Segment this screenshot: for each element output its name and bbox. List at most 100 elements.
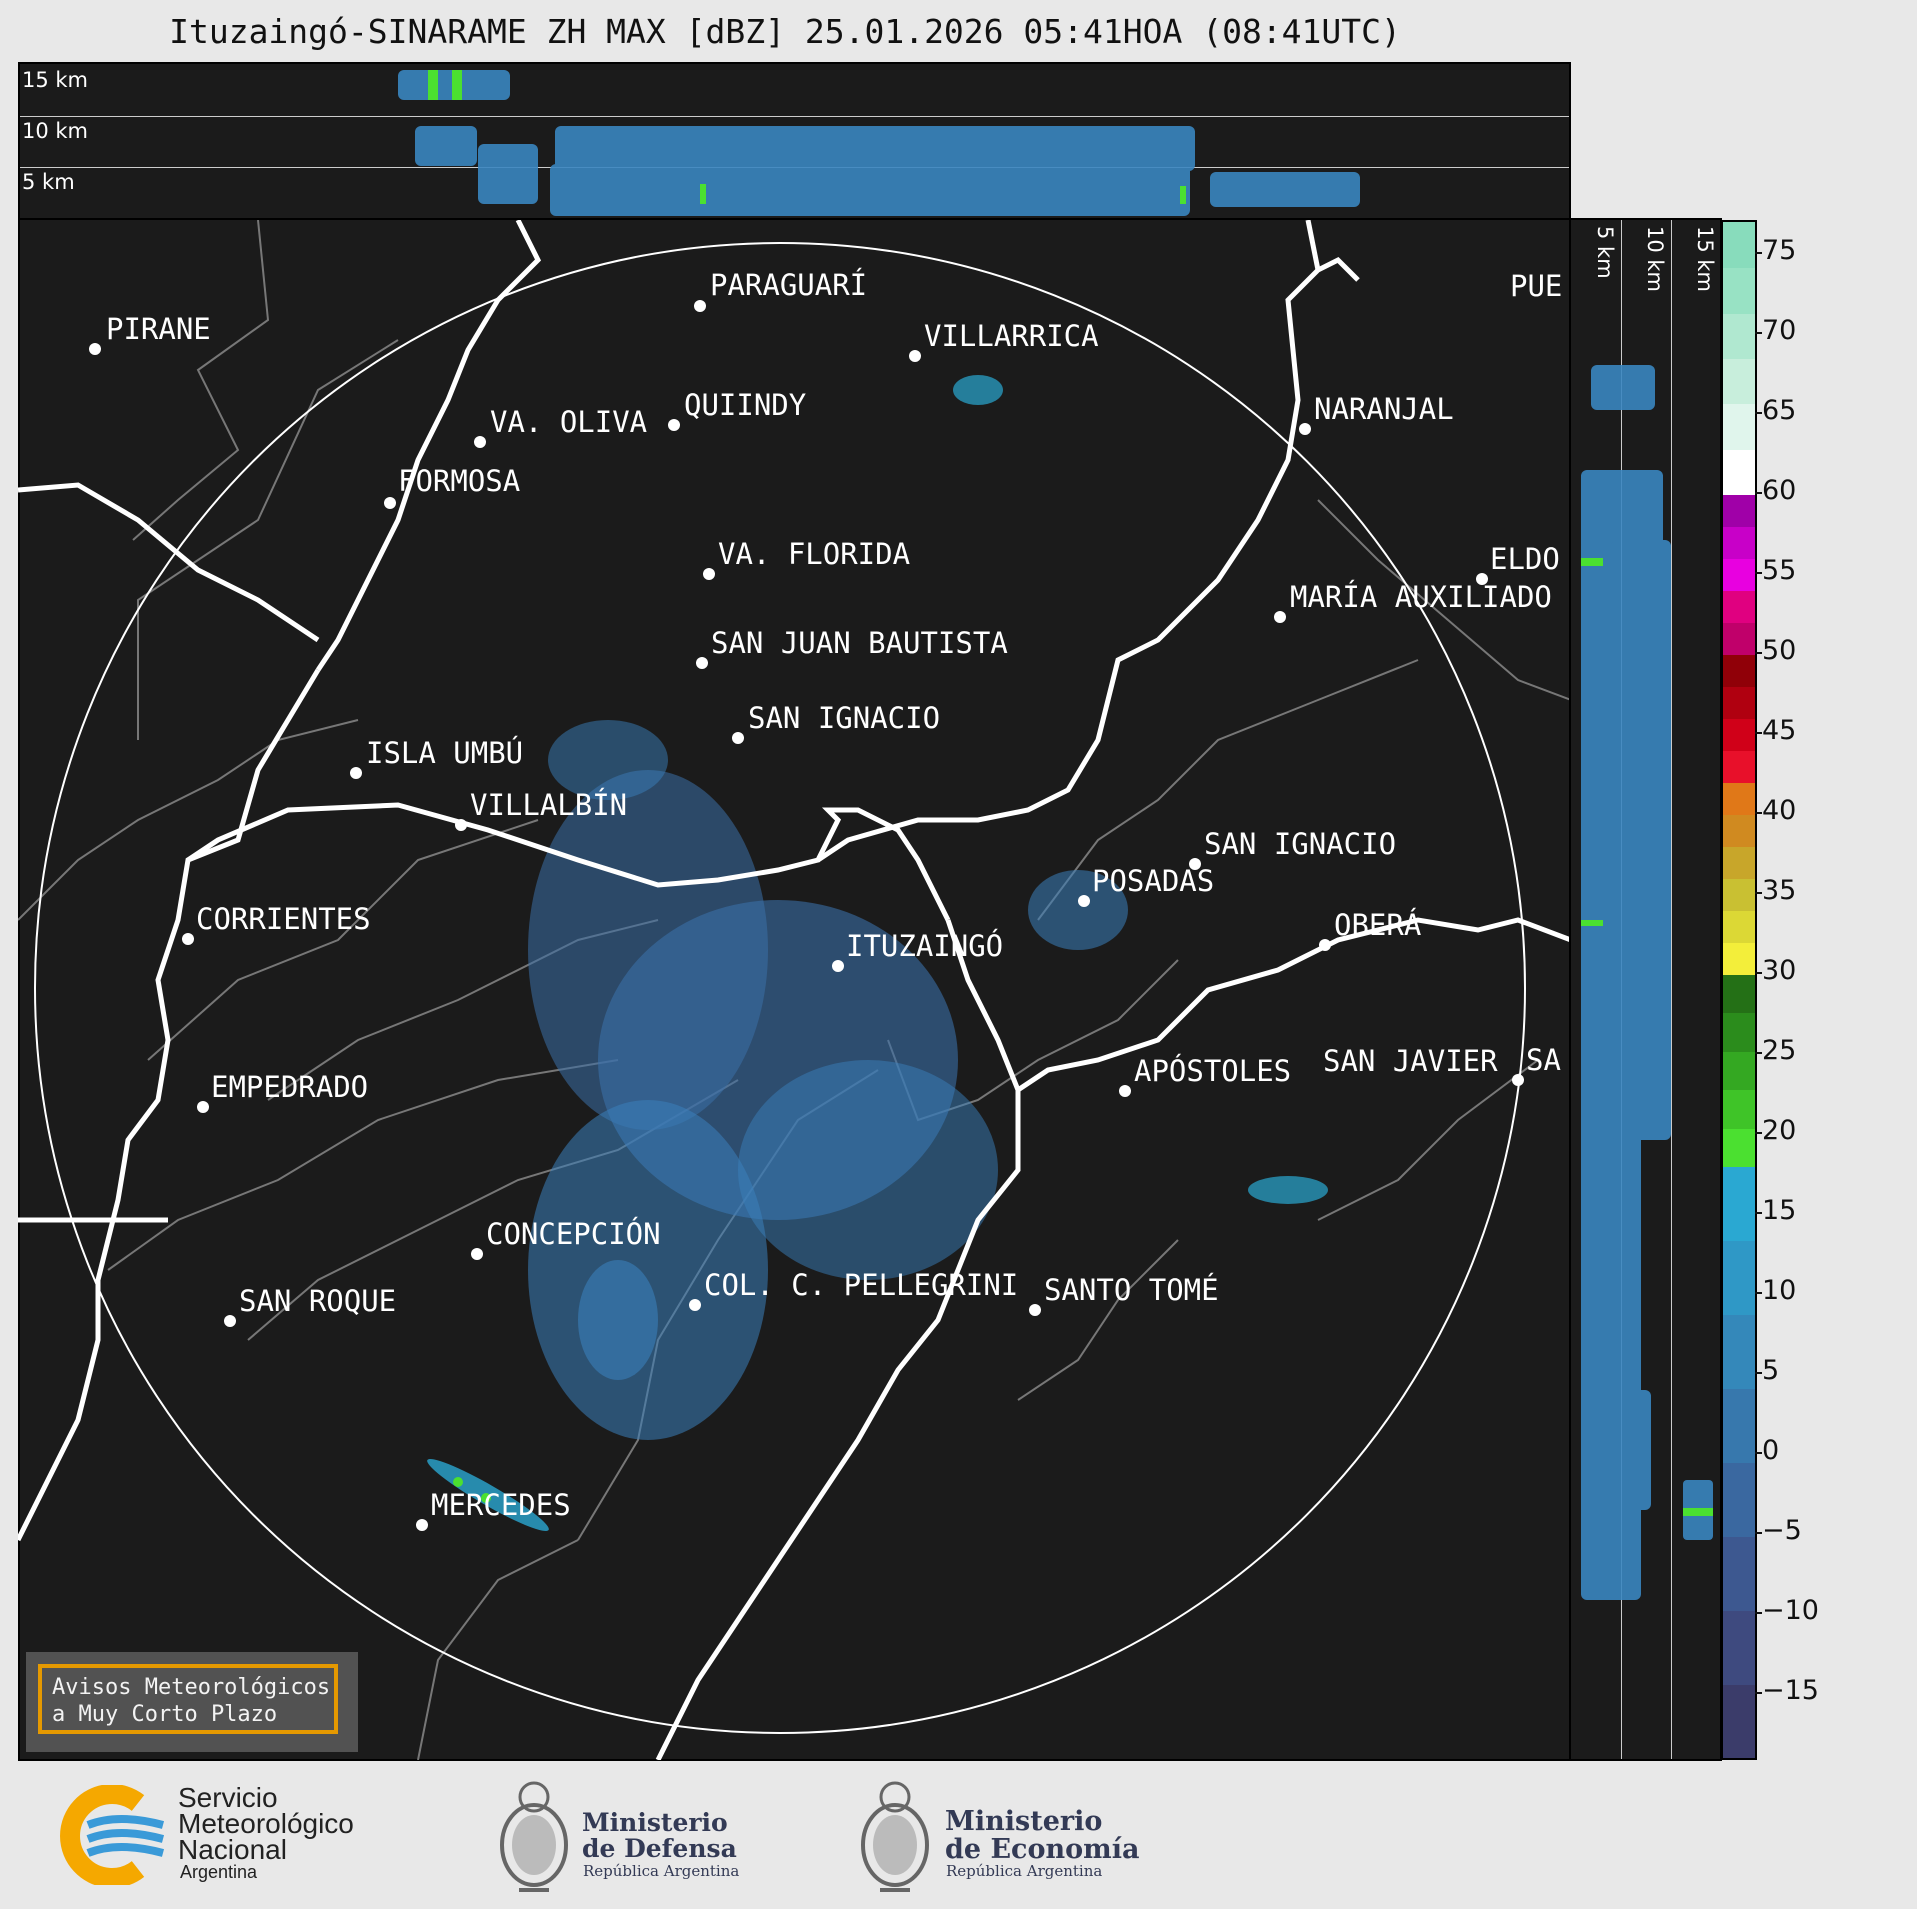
economia-name-line: Ministerio xyxy=(945,1806,1103,1837)
city-marker: FORMOSA xyxy=(384,464,520,509)
colorbar-tick-label: −10 xyxy=(1762,1595,1819,1626)
economia-name-line: de Economía xyxy=(945,1834,1140,1865)
colorbar-tick-label: 5 xyxy=(1762,1355,1780,1386)
colorbar-tick-mark xyxy=(1755,732,1762,734)
city-marker: SA xyxy=(1512,1043,1561,1086)
colorbar-swatch xyxy=(1723,910,1755,943)
smn-logo xyxy=(58,1784,168,1889)
svg-text:SANTO TOMÉ: SANTO TOMÉ xyxy=(1044,1273,1219,1307)
notice-box[interactable]: Avisos Meteorológicos a Muy Corto Plazo xyxy=(26,1652,358,1752)
city-marker: SAN JUAN BAUTISTA xyxy=(696,626,1008,669)
top-cross-section: 15 km 10 km 5 km xyxy=(18,62,1571,220)
colorbar-tick-mark xyxy=(1755,332,1762,334)
colorbar-tick-label: 45 xyxy=(1762,715,1797,746)
colorbar-tick-mark xyxy=(1755,1292,1762,1294)
colorbar-tick-label: 75 xyxy=(1762,235,1797,266)
top-echo-profile xyxy=(398,70,1360,216)
city-label-truncated: PUE xyxy=(1510,269,1562,303)
colorbar-tick-label: 55 xyxy=(1762,555,1797,586)
smn-name-line: Meteorológico xyxy=(178,1808,354,1839)
colorbar-swatch xyxy=(1723,358,1755,405)
colorbar-tick-mark xyxy=(1755,652,1762,654)
svg-text:SAN ROQUE: SAN ROQUE xyxy=(239,1284,396,1318)
colorbar-tick-label: 25 xyxy=(1762,1035,1797,1066)
colorbar-tick-mark xyxy=(1755,1212,1762,1214)
coat-of-arms-icon xyxy=(861,1781,929,1892)
side-echo-profile xyxy=(1581,365,1713,1600)
colorbar-tick-label: 15 xyxy=(1762,1195,1797,1226)
colorbar-tick-label: −15 xyxy=(1762,1675,1819,1706)
colorbar-swatch xyxy=(1723,448,1755,495)
city-marker: VA. FLORIDA xyxy=(703,537,910,580)
colorbar-swatch xyxy=(1723,942,1755,975)
city-markers: PIRANE PARAGUARÍ VILLARRICA QUIINDY VA. … xyxy=(89,268,1562,1531)
top-altitude-label: 5 km xyxy=(22,170,75,194)
colorbar-swatch xyxy=(1723,558,1755,591)
colorbar-swatch xyxy=(1723,1314,1755,1389)
defensa-name-line: de Defensa xyxy=(582,1834,737,1863)
svg-text:MERCEDES: MERCEDES xyxy=(431,1488,571,1522)
colorbar-swatch xyxy=(1723,622,1755,655)
colorbar-swatch xyxy=(1723,1610,1755,1685)
colorbar-tick-label: 0 xyxy=(1762,1435,1780,1466)
svg-text:SAN IGNACIO: SAN IGNACIO xyxy=(1204,827,1396,861)
svg-text:PARAGUARÍ: PARAGUARÍ xyxy=(710,268,867,302)
city-marker: QUIINDY xyxy=(668,388,806,431)
city-marker: EMPEDRADO xyxy=(197,1070,368,1113)
defensa-country: República Argentina xyxy=(583,1862,740,1880)
range-ring xyxy=(34,242,1526,1734)
colorbar-swatch xyxy=(1723,878,1755,911)
svg-text:VA. FLORIDA: VA. FLORIDA xyxy=(718,537,910,571)
colorbar-swatch xyxy=(1723,1684,1755,1758)
colorbar-swatch xyxy=(1723,846,1755,879)
city-marker: CONCEPCIÓN xyxy=(471,1217,661,1260)
city-marker: SAN ROQUE xyxy=(224,1284,396,1327)
svg-text:VA. OLIVA: VA. OLIVA xyxy=(490,405,647,439)
svg-text:APÓSTOLES: APÓSTOLES xyxy=(1134,1054,1291,1088)
top-altitude-label: 15 km xyxy=(22,68,89,92)
notice-line: Avisos Meteorológicos xyxy=(52,1675,331,1700)
smn-name-line: Argentina xyxy=(180,1862,258,1882)
side-cross-section: 5 km 10 km 15 km xyxy=(1569,218,1722,1761)
map-title: Ituzaingó-SINARAME ZH MAX [dBZ] 25.01.20… xyxy=(169,12,1401,51)
colorbar-swatch xyxy=(1723,1462,1755,1537)
svg-text:POSADAS: POSADAS xyxy=(1092,864,1214,898)
colorbar-tick-mark xyxy=(1755,1532,1762,1534)
coat-of-arms-icon xyxy=(500,1781,568,1892)
colorbar-tick-mark xyxy=(1755,1452,1762,1454)
svg-text:MARÍA AUXILIADO: MARÍA AUXILIADO xyxy=(1290,580,1552,614)
svg-text:VILLALBÍN: VILLALBÍN xyxy=(470,788,627,822)
colorbar-swatch xyxy=(1723,494,1755,527)
city-marker: CORRIENTES xyxy=(182,902,371,945)
city-label: SAN JAVIER xyxy=(1323,1044,1498,1078)
city-marker: POSADAS xyxy=(1078,864,1214,907)
svg-text:ELDO: ELDO xyxy=(1490,542,1560,576)
notice-frame[interactable]: Avisos Meteorológicos a Muy Corto Plazo xyxy=(38,1664,338,1734)
colorbar-tick-mark xyxy=(1755,252,1762,254)
city-marker: VILLARRICA xyxy=(909,319,1099,362)
city-marker: SANTO TOMÉ xyxy=(1029,1273,1219,1316)
colorbar-tick-mark xyxy=(1755,492,1762,494)
notice-line: a Muy Corto Plazo xyxy=(52,1702,278,1727)
colorbar-tick-mark xyxy=(1755,1692,1762,1694)
radar-site-marker: ITUZAINGÓ xyxy=(832,929,1003,972)
colorbar-tick-mark xyxy=(1755,892,1762,894)
svg-text:COL. C. PELLEGRINI: COL. C. PELLEGRINI xyxy=(704,1268,1018,1302)
svg-text:SAN JUAN BAUTISTA: SAN JUAN BAUTISTA xyxy=(711,626,1008,660)
colorbar-swatch xyxy=(1723,814,1755,847)
svg-text:CONCEPCIÓN: CONCEPCIÓN xyxy=(486,1217,661,1251)
colorbar-swatch xyxy=(1723,1166,1755,1241)
smn-emblem-icon xyxy=(60,1784,165,1888)
city-marker: ISLA UMBÚ xyxy=(350,736,523,779)
colorbar-tick-mark xyxy=(1755,1132,1762,1134)
colorbar-swatch xyxy=(1723,750,1755,783)
city-marker: NARANJAL xyxy=(1299,392,1454,435)
colorbar-swatch xyxy=(1723,782,1755,815)
colorbar-tick-label: 20 xyxy=(1762,1115,1797,1146)
svg-text:ITUZAINGÓ: ITUZAINGÓ xyxy=(846,929,1003,963)
colorbar-tick-label: 40 xyxy=(1762,795,1797,826)
city-marker: PARAGUARÍ xyxy=(694,268,867,312)
colorbar-swatch xyxy=(1723,222,1755,269)
city-marker: SAN IGNACIO xyxy=(1189,827,1396,870)
city-marker: APÓSTOLES xyxy=(1119,1054,1291,1097)
